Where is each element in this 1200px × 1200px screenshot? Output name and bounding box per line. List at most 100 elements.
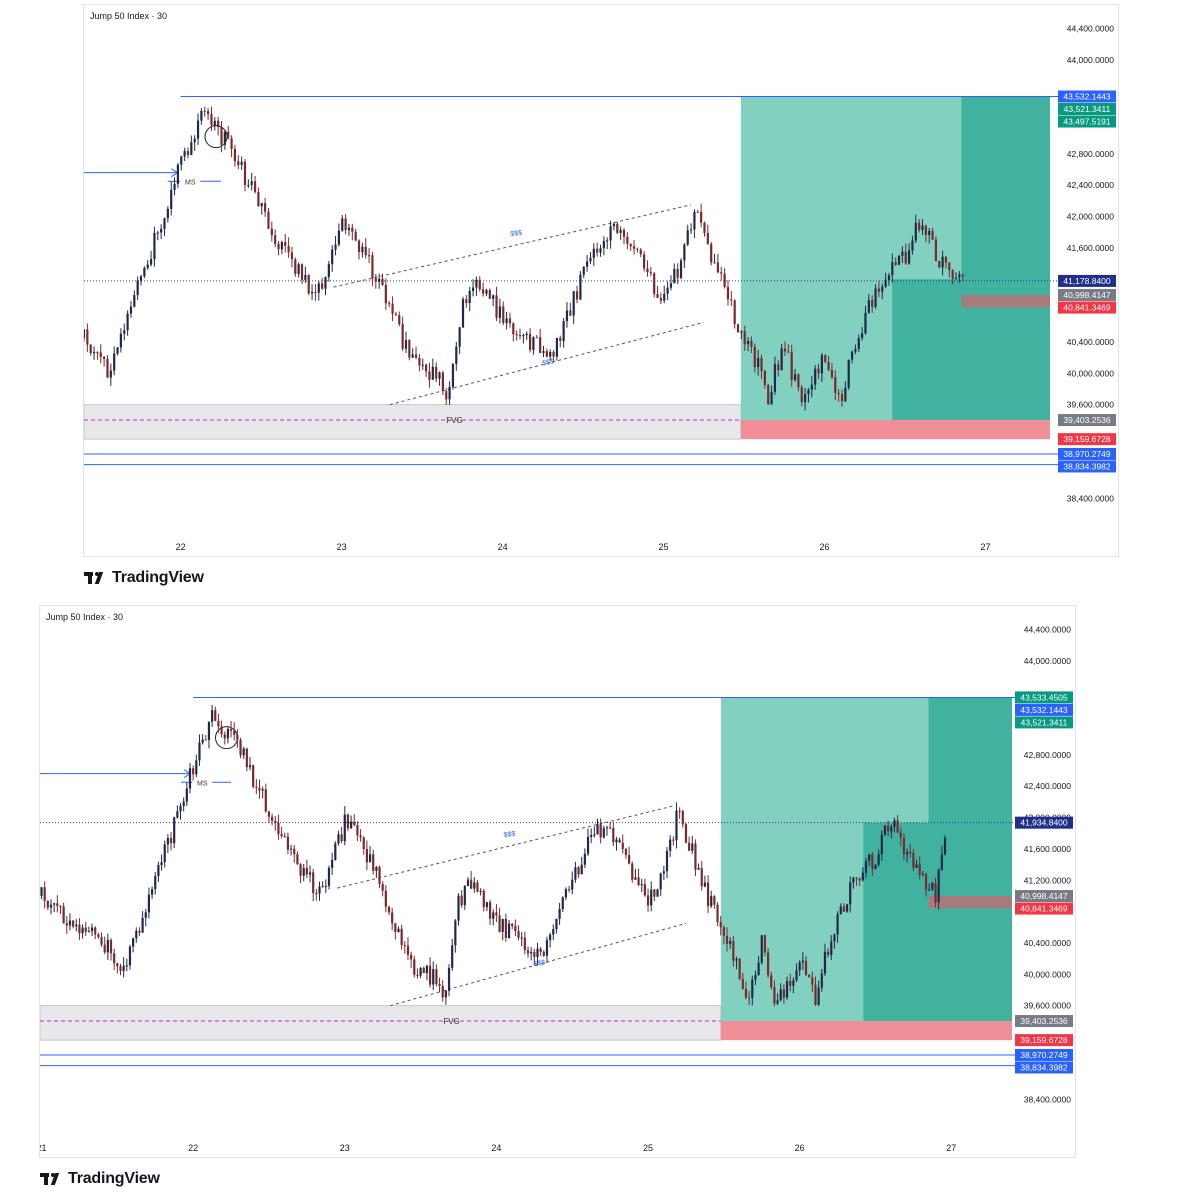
candle-body [520,937,523,939]
chart-panel-top[interactable]: FVGMS$$$$$$44,400.000044,000.000043,200.… [83,4,1119,557]
candle-body [833,934,836,942]
candle-body [381,278,384,285]
chart-panel-bottom[interactable]: FVGMS$$$$$$44,400.000044,000.000043,200.… [39,605,1076,1158]
candle-body [435,366,438,379]
candle-body [188,768,192,789]
price-label-badge [1058,460,1116,473]
candle-body [606,240,609,242]
tradingview-brand-top: TradingView [84,569,204,587]
candle-body [444,990,447,998]
price-label-badge [1015,691,1073,704]
candle-body [498,915,501,932]
candle-body [842,906,846,912]
candle-body [428,965,432,985]
candle-body [801,960,804,963]
candle-body [629,243,632,247]
candle-body [294,259,297,274]
candle-body [830,941,833,955]
candle-body [223,734,226,739]
candle-body [792,980,795,986]
candle-body [126,313,129,331]
candle-body [783,348,787,352]
candle-body [312,872,315,894]
candle-body [374,278,377,282]
candle-body [631,863,634,880]
tradingview-logo-icon [84,571,106,585]
candle-body [804,960,808,975]
candle-body [116,347,119,354]
candle-body [59,906,62,908]
candle-body [315,893,318,895]
candle-body [43,887,46,901]
candle-body [928,889,931,891]
candle-body [138,930,141,933]
candle-body [844,387,847,402]
ms-label: MS [197,780,208,787]
candle-body [743,331,746,345]
candle-body [798,962,801,971]
price-label-text: 43,521.3411 [1021,717,1068,727]
candle-body [941,256,944,268]
y-tick-label: 41,600.0000 [1024,844,1072,854]
price-label-badge [1058,90,1116,103]
candle-body [182,801,185,806]
candle-body [874,864,877,869]
candle-body [438,372,441,379]
price-label-badge [1015,890,1073,903]
candle-body [283,836,286,838]
candle-body [466,879,470,887]
fvg-zone [40,1005,722,1041]
candle-body [346,814,350,829]
candle-body [776,1000,779,1004]
price-label-text: 43,533.4505 [1020,692,1068,702]
candle-body [883,825,887,835]
candle-body [659,298,662,301]
candle-body [308,872,312,875]
candle-body [530,951,533,954]
candle-body [122,965,125,971]
candle-body [754,975,757,980]
price-label-text: 38,834.3982 [1063,461,1111,471]
candle-body [343,814,346,842]
candle-body [795,970,798,981]
candle-body [163,218,166,229]
candle-body [136,280,139,296]
candle-body [827,951,830,955]
candle-body [419,968,422,976]
candle-body [299,864,302,876]
candle-body [643,884,646,896]
candle-body [545,940,549,956]
candle-body [68,920,72,926]
candle-body [488,289,491,299]
candle-body [599,824,602,838]
candle-body [938,261,941,268]
price-label-text: 41,934.8400 [1020,818,1068,828]
candle-body [432,969,435,985]
price-label-badge [1058,447,1116,460]
candle-body [904,251,907,264]
candle-body [637,877,640,886]
candle-body [559,338,562,341]
candle-body [589,257,592,262]
candle-body [508,318,512,324]
candle-body [318,886,321,894]
candle-body [696,211,699,213]
candle-body [675,810,678,841]
candle-body [176,164,180,184]
chart-canvas[interactable]: FVGMS$$$$$$44,400.000044,000.000043,200.… [84,5,1119,557]
candle-body [811,977,814,985]
ms-label-bg [192,777,213,788]
candle-body [457,895,460,921]
candle-body [183,151,186,157]
candle-body [590,834,593,837]
candle-body [669,839,672,851]
candle-body [240,161,243,166]
candle-body [310,292,314,294]
x-tick-label: 22 [176,542,186,552]
chart-canvas[interactable]: FVGMS$$$$$$44,400.000044,000.000043,200.… [40,606,1076,1158]
candle-body [918,864,921,875]
candle-body [252,765,255,787]
price-label-text: 38,834.3982 [1020,1062,1068,1072]
candle-body [760,358,763,371]
candle-body [580,864,583,875]
